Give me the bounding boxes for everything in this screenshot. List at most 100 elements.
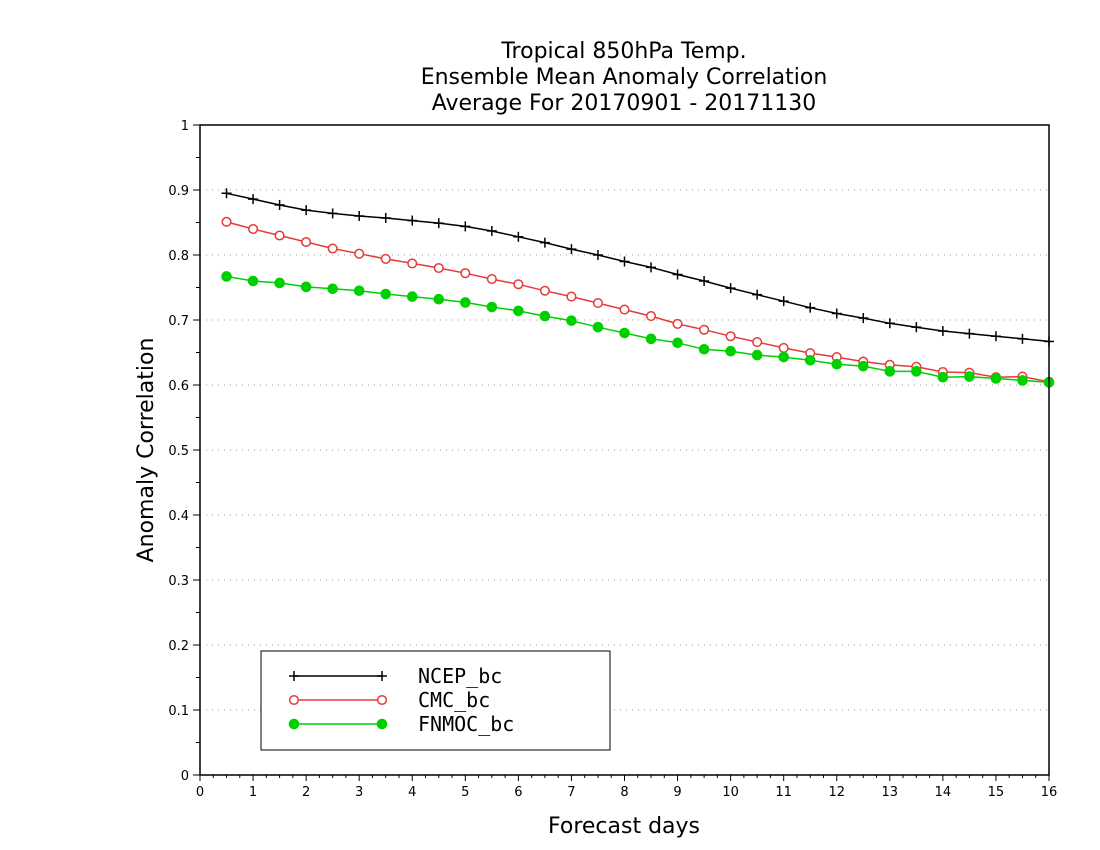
data-point-fnmoc-bc — [221, 271, 232, 282]
data-point-cmc-bc — [327, 243, 338, 254]
data-point-ncep-bc — [486, 225, 497, 236]
data-point-ncep-bc — [301, 205, 312, 216]
data-point-cmc-bc — [301, 236, 312, 248]
data-point-ncep-bc — [911, 322, 922, 333]
legend-item-ncep-bc: NCEP_bc — [289, 664, 502, 688]
data-point-cmc-bc — [699, 324, 710, 335]
data-point-fnmoc-bc — [406, 291, 418, 302]
series-line-fnmoc-bc — [226, 275, 1050, 384]
data-point-cmc-bc — [725, 331, 736, 342]
data-point-ncep-bc — [937, 326, 948, 337]
data-point-ncep-bc — [964, 328, 975, 339]
data-point-cmc-bc — [752, 337, 763, 348]
x-tick-label: 6 — [514, 785, 522, 800]
data-point-fnmoc-bc — [725, 345, 736, 357]
data-point-cmc-bc — [592, 298, 604, 309]
data-point-fnmoc-bc — [566, 315, 577, 326]
y-tick-label: 0.1 — [168, 704, 189, 719]
data-point-ncep-bc — [380, 212, 391, 223]
y-tick-label: 0.5 — [168, 444, 189, 459]
data-point-fnmoc-bc — [831, 358, 843, 370]
data-point-fnmoc-bc — [1017, 375, 1028, 386]
data-point-ncep-bc — [672, 269, 683, 280]
x-tick-label: 11 — [775, 785, 792, 800]
data-point-ncep-bc — [566, 244, 577, 255]
data-point-ncep-bc — [990, 331, 1001, 342]
y-axis-label: Anomaly Correlation — [134, 338, 159, 563]
data-point-fnmoc-bc — [911, 366, 922, 377]
data-point-cmc-bc — [778, 342, 789, 354]
data-point-ncep-bc — [248, 194, 259, 205]
data-point-cmc-bc — [672, 318, 683, 329]
data-point-fnmoc-bc — [619, 327, 630, 339]
title-line-1: Tropical 850hPa Temp. — [500, 39, 746, 64]
data-point-ncep-bc — [1017, 333, 1028, 344]
series-fnmoc-bc — [221, 271, 1055, 388]
data-point-cmc-bc — [248, 223, 259, 235]
data-point-ncep-bc — [407, 215, 418, 226]
title-line-3: Average For 20170901 - 20171130 — [432, 91, 817, 116]
legend-marker-end — [377, 671, 387, 681]
series-line-cmc-bc — [226, 221, 1050, 383]
data-point-fnmoc-bc — [274, 277, 285, 289]
data-point-fnmoc-bc — [327, 283, 338, 295]
data-point-fnmoc-bc — [751, 349, 763, 361]
series-layer — [221, 188, 1055, 388]
legend-label-ncep-bc: NCEP_bc — [418, 664, 502, 688]
data-point-ncep-bc — [619, 256, 630, 267]
x-tick-label: 13 — [882, 785, 899, 800]
y-tick-label: 0.3 — [168, 574, 189, 589]
legend-label-cmc-bc: CMC_bc — [418, 688, 490, 712]
data-point-cmc-bc — [566, 291, 577, 302]
data-point-cmc-bc — [619, 304, 630, 315]
data-point-fnmoc-bc — [645, 333, 657, 345]
data-point-ncep-bc — [699, 276, 710, 286]
y-tick-label: 0.8 — [168, 249, 189, 264]
data-point-fnmoc-bc — [884, 366, 896, 377]
data-point-fnmoc-bc — [353, 285, 365, 297]
data-point-fnmoc-bc — [247, 275, 259, 287]
legend-marker-end — [376, 694, 388, 706]
x-axis-ticks: 0 1 2 3 4 5 6 7 8 9 10 11 12 13 14 15 16 — [196, 775, 1057, 800]
x-tick-label: 12 — [828, 785, 845, 800]
data-point-cmc-bc — [433, 262, 444, 274]
data-point-cmc-bc — [380, 253, 391, 264]
data-point-ncep-bc — [884, 318, 895, 329]
data-point-fnmoc-bc — [698, 343, 710, 355]
legend-item-fnmoc-bc: FNMOC_bc — [288, 712, 514, 736]
y-tick-label: 0.2 — [168, 639, 189, 654]
legend-marker-start — [288, 718, 300, 730]
data-point-ncep-bc — [778, 296, 789, 307]
y-tick-label: 0.4 — [168, 509, 189, 524]
data-point-cmc-bc — [486, 274, 497, 285]
y-tick-label: 0.9 — [168, 184, 189, 199]
data-point-ncep-bc — [221, 188, 232, 199]
data-point-fnmoc-bc — [937, 371, 949, 383]
data-point-ncep-bc — [433, 218, 444, 229]
x-tick-label: 10 — [722, 785, 739, 800]
data-point-ncep-bc — [354, 211, 365, 221]
grid-lines — [200, 189, 1049, 711]
data-point-fnmoc-bc — [990, 373, 1002, 384]
data-point-fnmoc-bc — [804, 355, 816, 366]
data-point-ncep-bc — [274, 199, 285, 210]
data-point-cmc-bc — [354, 248, 365, 259]
data-point-fnmoc-bc — [513, 305, 524, 317]
x-tick-label: 4 — [408, 785, 416, 800]
data-point-fnmoc-bc — [672, 337, 683, 349]
x-tick-label: 8 — [620, 785, 628, 800]
data-point-fnmoc-bc — [460, 297, 471, 308]
x-tick-label: 2 — [302, 785, 310, 800]
legend-marker-start — [289, 671, 299, 681]
data-point-ncep-bc — [513, 231, 524, 242]
series-cmc-bc — [221, 216, 1055, 387]
data-point-ncep-bc — [327, 208, 338, 219]
data-point-ncep-bc — [460, 221, 471, 232]
x-tick-label: 3 — [355, 785, 363, 800]
x-tick-label: 1 — [249, 785, 257, 800]
data-point-ncep-bc — [539, 237, 550, 248]
x-tick-label: 15 — [988, 785, 1005, 800]
data-point-fnmoc-bc — [300, 281, 312, 293]
series-ncep-bc — [221, 188, 1054, 347]
x-tick-label: 5 — [461, 785, 469, 800]
